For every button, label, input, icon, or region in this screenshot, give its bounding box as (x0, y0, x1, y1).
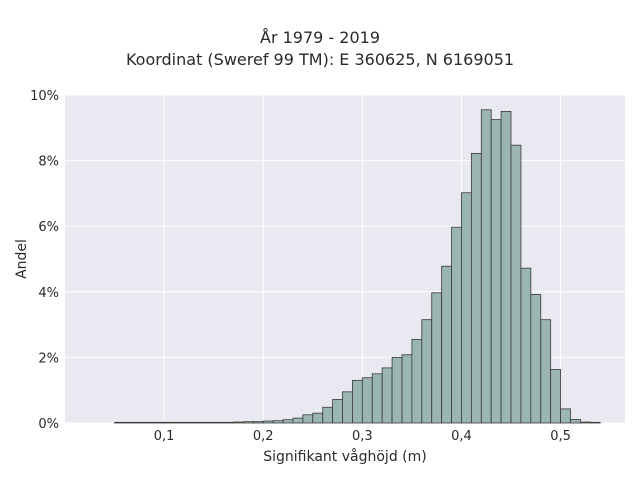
histogram-bar (262, 420, 274, 424)
histogram-bar (550, 369, 561, 424)
histogram-bar (243, 421, 254, 424)
histogram-bar (143, 421, 155, 424)
histogram-bar (173, 421, 185, 424)
histogram-bar (114, 421, 125, 424)
histogram-bar (302, 414, 314, 424)
x-axis-label: Signifikant våghöjd (m) (263, 448, 426, 465)
histogram-bar (560, 408, 571, 424)
histogram-bar (153, 421, 165, 424)
histogram-bar (421, 319, 433, 424)
y-tick-label: 2% (38, 351, 59, 366)
chart-title-line2: Koordinat (Sweref 99 TM): E 360625, N 61… (125, 50, 515, 69)
histogram-bar (183, 421, 195, 424)
y-axis-label: Andel (14, 239, 30, 279)
histogram-bar (401, 354, 413, 424)
histogram-bar (292, 417, 304, 424)
x-tick-label: 0,5 (550, 429, 571, 444)
histogram-bar (441, 265, 452, 424)
histogram-bar (223, 421, 234, 424)
histogram-bar (124, 421, 135, 424)
histogram-bar (540, 319, 552, 424)
x-tick-label: 0,3 (352, 429, 373, 444)
histogram-bar (213, 421, 224, 424)
histogram-bar (579, 421, 591, 424)
x-tick-label: 0,1 (154, 429, 175, 444)
y-tick-label: 6% (38, 220, 59, 235)
histogram-bar (193, 421, 205, 424)
y-axis-ticks: 0% 2% 4% 6% 8% 10% (30, 89, 59, 432)
histogram-bar (332, 398, 343, 424)
histogram-bar (490, 119, 502, 424)
chart-title-line1: År 1979 - 2019 (260, 28, 380, 47)
histogram-bar (163, 421, 175, 424)
y-tick-label: 8% (38, 155, 59, 170)
histogram-bar (361, 377, 373, 424)
histogram-bar (451, 226, 462, 424)
histogram-bar (252, 421, 264, 424)
histogram-bar (342, 391, 353, 424)
y-tick-label: 10% (30, 89, 59, 104)
histogram-bar (470, 152, 482, 424)
histogram-bar (272, 420, 284, 424)
y-tick-label: 4% (38, 286, 59, 301)
histogram-bar (381, 367, 393, 424)
histogram-bar (322, 406, 334, 424)
x-tick-label: 0,2 (253, 429, 274, 444)
histogram-bar (282, 419, 294, 424)
histogram-bar (461, 192, 472, 424)
histogram-bar (312, 412, 324, 424)
histogram-bar (530, 294, 542, 424)
histogram-bar (480, 109, 492, 424)
x-axis-ticks: 0,1 0,2 0,3 0,4 0,5 (154, 429, 571, 444)
y-tick-label: 0% (38, 417, 59, 432)
histogram-bar (371, 373, 383, 424)
histogram-bars (114, 109, 601, 424)
x-tick-label: 0,4 (451, 429, 472, 444)
histogram-bar (570, 418, 581, 424)
histogram-bar (500, 111, 512, 424)
histogram-bar (510, 144, 522, 424)
histogram-bar (520, 267, 532, 424)
histogram-bar (133, 421, 145, 424)
histogram-bar (352, 379, 363, 424)
histogram-bar (431, 292, 443, 424)
histogram-bar (411, 338, 423, 424)
histogram-bar (203, 421, 215, 424)
histogram-bar (233, 421, 244, 424)
histogram-bar (391, 356, 403, 424)
histogram-bar (589, 421, 601, 424)
